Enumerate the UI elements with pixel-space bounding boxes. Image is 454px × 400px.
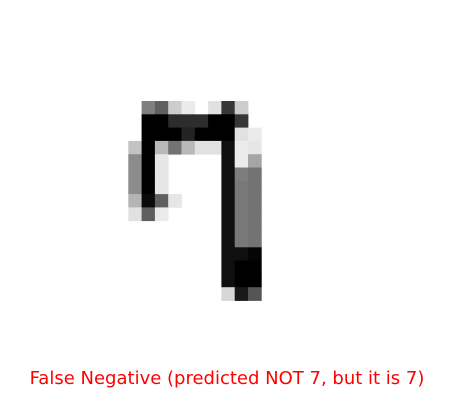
digit-pixel (248, 287, 262, 301)
digit-pixel (248, 220, 262, 235)
digit-image (128, 101, 262, 301)
digit-pixel (221, 127, 236, 142)
digit-pixel (234, 220, 249, 235)
digit-pixel (128, 180, 142, 195)
digit-pixel (168, 114, 182, 128)
digit-pixel (234, 127, 249, 142)
digit-pixel (208, 127, 222, 142)
digit-pixel (208, 140, 222, 155)
digit-pixel (154, 101, 169, 115)
digit-pixel (234, 247, 249, 261)
digit-pixel (194, 140, 209, 155)
digit-pixel (221, 260, 236, 275)
digit-pixel (221, 273, 236, 288)
digit-pixel (128, 167, 142, 182)
digit-pixel (181, 127, 196, 142)
digit-pixel (168, 127, 182, 142)
digit-pixel (248, 194, 262, 208)
digit-pixel (248, 273, 262, 288)
digit-pixel (248, 207, 262, 222)
digit-pixel (141, 127, 156, 142)
digit-pixel (234, 140, 249, 155)
digit-pixel (168, 194, 182, 208)
digit-pixel (128, 207, 142, 222)
digit-pixel (248, 180, 262, 195)
digit-pixel (248, 247, 262, 261)
digit-pixel (221, 220, 236, 235)
digit-pixel (154, 127, 169, 142)
digit-pixel (234, 114, 249, 128)
digit-pixel (221, 287, 236, 301)
digit-pixel (221, 167, 236, 182)
digit-pixel (234, 101, 249, 115)
digit-pixel (221, 154, 236, 168)
digit-pixel (234, 180, 249, 195)
digit-pixel (248, 140, 262, 155)
digit-pixel (154, 180, 169, 195)
digit-pixel (248, 127, 262, 142)
digit-pixel (168, 101, 182, 115)
digit-pixel (208, 114, 222, 128)
digit-pixel (128, 194, 142, 208)
digit-pixel (128, 154, 142, 168)
digit-pixel (234, 260, 249, 275)
digit-pixel (154, 207, 169, 222)
digit-pixel (221, 194, 236, 208)
digit-pixel (234, 194, 249, 208)
digit-pixel (194, 114, 209, 128)
digit-pixel (141, 140, 156, 155)
digit-pixel (221, 140, 236, 155)
digit-pixel (234, 234, 249, 248)
digit-pixel (234, 154, 249, 168)
digit-pixel (141, 114, 156, 128)
digit-pixel (234, 287, 249, 301)
digit-pixel (234, 273, 249, 288)
digit-pixel (248, 260, 262, 275)
digit-pixel (154, 167, 169, 182)
digit-pixel (154, 140, 169, 155)
digit-pixel (128, 140, 142, 155)
digit-pixel (154, 194, 169, 208)
digit-pixel (141, 194, 156, 208)
digit-pixel (181, 140, 196, 155)
digit-pixel (141, 180, 156, 195)
digit-pixel (248, 154, 262, 168)
digit-pixel (168, 140, 182, 155)
digit-pixel (154, 154, 169, 168)
digit-pixel (141, 154, 156, 168)
digit-pixel (221, 114, 236, 128)
digit-pixel (141, 101, 156, 115)
digit-pixel (248, 234, 262, 248)
figure-caption: False Negative (predicted NOT 7, but it … (29, 368, 425, 389)
digit-pixel (181, 101, 196, 115)
digit-pixel (221, 247, 236, 261)
digit-pixel (234, 207, 249, 222)
digit-pixel (221, 234, 236, 248)
digit-pixel (221, 207, 236, 222)
digit-pixel (221, 180, 236, 195)
digit-pixel (141, 167, 156, 182)
digit-pixel (208, 101, 222, 115)
digit-pixel (154, 114, 169, 128)
digit-pixel (221, 101, 236, 115)
digit-pixel (194, 127, 209, 142)
digit-pixel (141, 207, 156, 222)
digit-pixel (248, 167, 262, 182)
digit-pixel (181, 114, 196, 128)
digit-pixel (234, 167, 249, 182)
